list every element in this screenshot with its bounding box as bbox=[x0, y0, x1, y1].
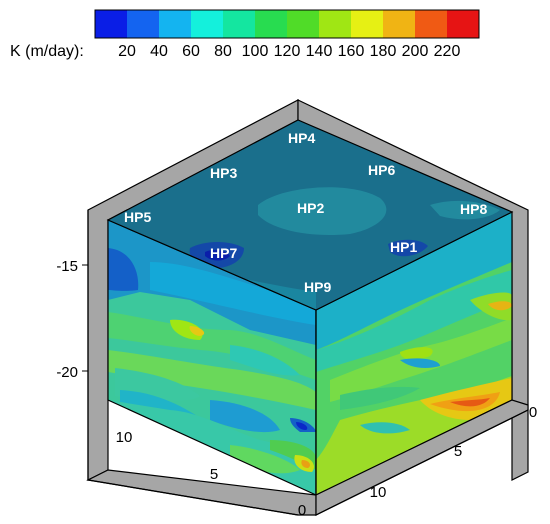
colorbar-swatch bbox=[351, 10, 384, 38]
right-floor-tick-label: 5 bbox=[454, 443, 462, 460]
colorbar-tick-label: 200 bbox=[402, 43, 429, 60]
vertical-tick-label: -15 bbox=[56, 258, 78, 275]
colorbar: K (m/day): 20 40 60 80 100 120 140 160 180 200 220 bbox=[10, 9, 480, 60]
well-label-hp1: HP1 bbox=[390, 239, 417, 255]
right-floor-tick-label: 0 bbox=[529, 404, 537, 421]
colorbar-swatch bbox=[191, 10, 224, 38]
colorbar-tick-label: 40 bbox=[150, 43, 168, 60]
floor-right-strip bbox=[315, 399, 529, 516]
colorbar-swatch bbox=[383, 10, 416, 38]
well-labels: HP4 HP3 HP6 HP2 HP5 HP8 HP7 HP1 HP9 bbox=[124, 130, 487, 295]
vertical-axis: -15 -20 bbox=[56, 210, 89, 480]
colorbar-swatch bbox=[223, 10, 256, 38]
colorbar-tick-label: 160 bbox=[338, 43, 365, 60]
well-label-hp2: HP2 bbox=[297, 200, 324, 216]
right-floor-tick-label: 10 bbox=[370, 484, 387, 501]
colorbar-tick-label: 140 bbox=[306, 43, 333, 60]
colorbar-frame bbox=[94, 9, 480, 39]
well-label-hp3: HP3 bbox=[210, 165, 237, 181]
right-floor-axis-line bbox=[315, 409, 529, 516]
colorbar-swatch bbox=[95, 10, 128, 38]
colorbar-tick-label: 180 bbox=[370, 43, 397, 60]
colorbar-label: K (m/day): bbox=[10, 43, 84, 60]
colorbar-tick-label: 20 bbox=[118, 43, 136, 60]
well-label-hp9: HP9 bbox=[304, 279, 331, 295]
left-floor-tick-label: 0 bbox=[298, 502, 306, 519]
colorbar-swatch bbox=[287, 10, 320, 38]
well-label-hp6: HP6 bbox=[368, 162, 395, 178]
right-floor-axis: 10 5 0 bbox=[315, 404, 537, 516]
left-floor-tick-label: 10 bbox=[116, 429, 133, 446]
colorbar-swatch bbox=[127, 10, 160, 38]
colorbar-tick-label: 220 bbox=[434, 43, 461, 60]
colorbar-tick-label: 120 bbox=[274, 43, 301, 60]
left-floor-axis-line bbox=[87, 479, 299, 516]
colorbar-swatch bbox=[447, 10, 480, 38]
well-label-hp7: HP7 bbox=[210, 245, 237, 261]
colorbar-swatch bbox=[255, 10, 288, 38]
colorbar-tick-label: 100 bbox=[242, 43, 269, 60]
colorbar-tick-label: 80 bbox=[214, 43, 232, 60]
front-right-face bbox=[316, 212, 512, 495]
colorbar-tick-labels: 20 40 60 80 100 120 140 160 180 200 220 bbox=[118, 43, 460, 60]
vertical-tick-label: -20 bbox=[56, 364, 78, 381]
left-floor-axis: 10 5 0 bbox=[87, 429, 306, 519]
left-floor-tick-label: 5 bbox=[210, 466, 218, 483]
colorbar-tick-label: 60 bbox=[182, 43, 200, 60]
top-face-outline bbox=[106, 119, 514, 311]
colorbar-swatch bbox=[159, 10, 192, 38]
colorbar-swatch bbox=[415, 10, 448, 38]
well-label-hp4: HP4 bbox=[288, 130, 315, 146]
colorbar-swatches bbox=[95, 10, 480, 38]
colorbar-swatch bbox=[319, 10, 352, 38]
well-label-hp5: HP5 bbox=[124, 209, 151, 225]
well-label-hp8: HP8 bbox=[460, 201, 487, 217]
floor-frame bbox=[86, 399, 529, 516]
